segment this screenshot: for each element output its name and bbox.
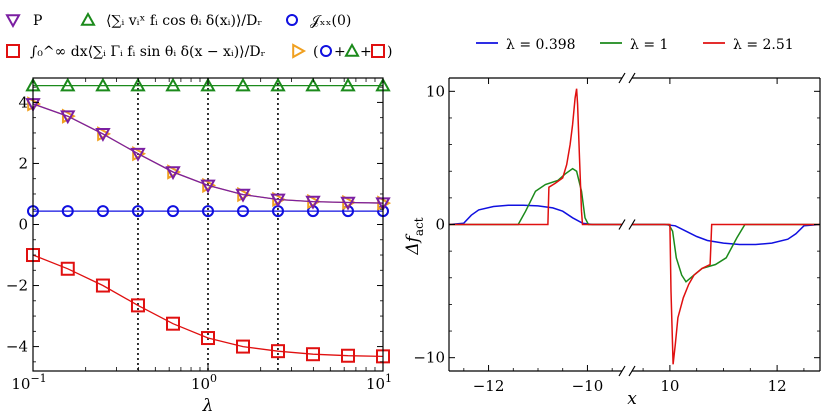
profile-right-series-1: [627, 223, 820, 283]
axis-break-gap-2: [622, 365, 632, 377]
point-J-4: [167, 205, 180, 218]
point-act-2: [95, 77, 111, 92]
x-tick-label: −12: [473, 377, 505, 395]
legend-label-1: λ = 1: [630, 37, 668, 53]
legend-marker-P: [5, 14, 21, 29]
point-act-5: [200, 77, 216, 92]
point-P-4: [165, 166, 181, 181]
legend-label-0: λ = 0.398: [506, 37, 576, 53]
axis-break-mark-1: [628, 219, 636, 230]
right-legend: λ = 0.398 λ = 1 λ = 2.51: [476, 37, 794, 53]
y-tick-label: −10: [413, 349, 445, 367]
axis-break-gap-1: [622, 218, 632, 231]
point-P-9: [340, 196, 356, 211]
legend-sum-square: [371, 44, 385, 58]
legend-label-sum-plus2: +: [360, 44, 372, 60]
legend-marker-act: [80, 11, 96, 26]
left-legend: P ⟨∑ᵢ vᵢˣ fᵢ cos θᵢ δ(xᵢ)⟩/Dᵣ 𝒥ₓₓ(0) ∫₀^∞ d…: [5, 11, 392, 60]
left-panel: −4 −2 0 2 4 10−1 100 101 λ: [6, 77, 392, 415]
y-axis-label: Δfact: [403, 217, 426, 255]
point-int-9: [341, 348, 356, 363]
point-J-2: [96, 205, 109, 218]
x-tick-label: 10−1: [11, 372, 46, 393]
legend-label-sum-open: (: [313, 44, 318, 60]
axis-break-mark-1: [618, 219, 626, 230]
point-P-2: [95, 128, 111, 142]
x-tick-label: −10: [572, 377, 604, 395]
point-act-1: [60, 77, 76, 92]
legend-label-sum-plus1: +: [334, 44, 346, 60]
axis-break-mark-2: [618, 365, 626, 377]
x-tick-label: 101: [366, 372, 392, 393]
x-tick-label: 10: [660, 377, 679, 395]
series-line-int: [32, 254, 384, 358]
x-tick-label: 100: [191, 372, 217, 393]
y-tick-label: 4: [18, 93, 28, 111]
x-axis-label: x: [627, 389, 637, 409]
legend-marker-sum: [292, 43, 307, 59]
legend-marker-J: [286, 14, 298, 26]
legend-label-act: ⟨∑ᵢ vᵢˣ fᵢ cos θᵢ δ(xᵢ)⟩/Dᵣ: [106, 13, 262, 29]
point-J-3: [131, 205, 144, 218]
y-tick-label: 0: [18, 216, 28, 234]
point-act-9: [340, 77, 356, 92]
point-int-5: [201, 331, 215, 346]
point-act-4: [165, 77, 181, 92]
y-tick-label: 0: [435, 216, 445, 234]
point-P-5: [200, 179, 216, 194]
profile-right-series-0: [627, 223, 821, 246]
y-tick-label: 2: [18, 154, 28, 172]
legend-sum-triangle: [344, 42, 360, 57]
x-tick-label: 12: [768, 377, 787, 395]
profile-left-series-0: [448, 204, 627, 226]
point-act-8: [305, 77, 321, 92]
legend-marker-int: [6, 44, 20, 58]
point-P-1: [60, 110, 76, 125]
axis-break-mark-0: [618, 72, 626, 84]
point-int-3: [130, 298, 145, 313]
profile-left-series-1: [449, 167, 627, 226]
point-act-6: [235, 77, 251, 92]
legend-label-P: P: [33, 13, 42, 29]
point-int-7: [271, 344, 286, 359]
axis-break-mark-2: [628, 365, 636, 377]
y-tick-label: −4: [6, 338, 28, 356]
point-P-3: [130, 147, 146, 162]
point-int-4: [166, 316, 181, 331]
legend-label-2: λ = 2.51: [733, 37, 794, 53]
legend-label-sum-close: ): [387, 44, 392, 60]
point-J-1: [61, 205, 74, 218]
point-int-8: [305, 347, 320, 362]
point-P-7: [270, 193, 286, 208]
legend-label-J: 𝒥ₓₓ(0): [310, 13, 351, 29]
point-act-7: [270, 77, 286, 92]
point-act-3: [130, 77, 146, 92]
profile-right-series-2: [627, 223, 820, 365]
profile-left-series-2: [449, 88, 627, 226]
point-P-8: [305, 195, 321, 210]
point-J-5: [202, 205, 214, 218]
point-int-1: [60, 261, 75, 276]
axis-break-mark-0: [628, 72, 636, 84]
y-tick-label: −2: [6, 277, 28, 295]
point-int-2: [95, 278, 110, 293]
legend-label-int: ∫₀^∞ dx⟨∑ᵢ Γᵢ fᵢ sin θᵢ δ(x − xᵢ)⟩/Dᵣ: [30, 44, 266, 60]
legend-sum-circle: [320, 45, 332, 57]
series-line-P: [32, 103, 384, 204]
y-tick-label: 10: [426, 82, 445, 100]
right-panel: −10 0 10 −12 −10 10 12 x Δfact: [403, 72, 821, 409]
point-J-6: [237, 205, 250, 218]
axis-break-gap-0: [622, 72, 632, 84]
point-P-6: [235, 188, 251, 203]
x-axis-label: λ: [202, 396, 214, 415]
point-int-6: [236, 339, 251, 354]
